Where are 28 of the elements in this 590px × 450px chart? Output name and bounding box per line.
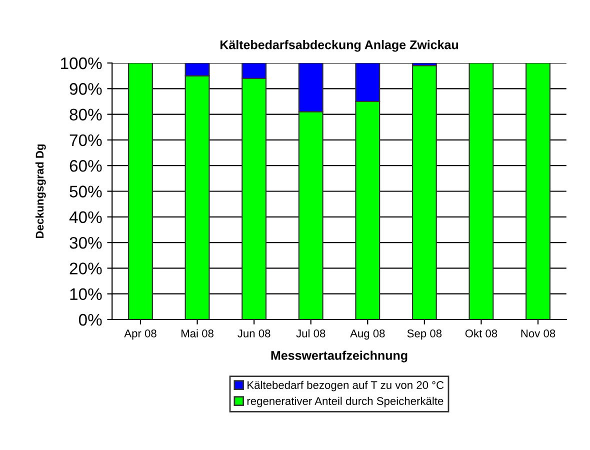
bar: [526, 63, 550, 320]
legend-label: Kältebedarf bezogen auf T zu von 20 °C: [248, 380, 444, 392]
bar: [412, 65, 437, 320]
y-tick-label: 60%: [70, 160, 102, 172]
x-tick-label: Apr 08: [124, 330, 156, 340]
legend-label: regenerativer Anteil durch Speicherkälte: [247, 396, 444, 408]
bar: [468, 63, 494, 320]
x-tick-label: Jun 08: [238, 330, 270, 338]
y-tick-label: 100%: [61, 57, 102, 70]
y-axis-title: Deckungsgrad Dg: [35, 144, 46, 238]
x-tick-label: Mai 08: [182, 329, 214, 338]
x-tick-label: Jul 08: [296, 329, 326, 338]
y-tick-label: 70%: [70, 134, 102, 146]
y-tick-label: 50%: [70, 186, 102, 198]
y-tick-label: 80%: [70, 108, 102, 121]
x-tick-label: Sep 08: [407, 330, 442, 340]
y-tick-label: 20%: [70, 262, 102, 274]
y-tick-label: 30%: [70, 236, 102, 249]
x-axis-title: Messwertaufzeichnung: [271, 350, 408, 362]
x-tick-label: Aug 08: [350, 330, 385, 340]
y-tick-label: 90%: [70, 83, 102, 95]
y-tick-label: 10%: [70, 288, 102, 300]
y-tick-label: 40%: [69, 211, 102, 224]
x-tick-label: Nov 08: [521, 330, 556, 338]
bar: [128, 63, 153, 320]
y-tick-label: 0%: [78, 314, 102, 326]
chart-title: Kältebedarfsabdeckung Anlage Zwickau: [220, 40, 458, 52]
x-tick-label: Okt 08: [465, 329, 498, 338]
